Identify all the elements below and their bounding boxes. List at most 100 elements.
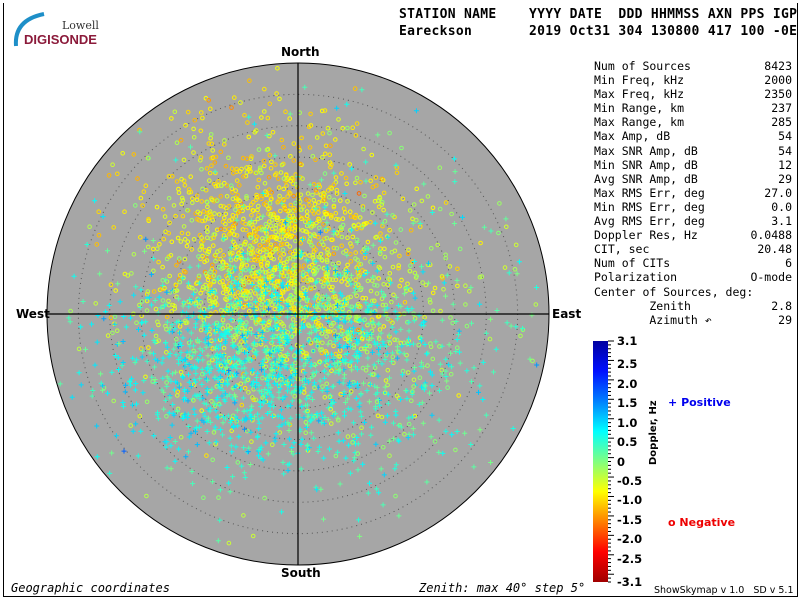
data-point-positive xyxy=(206,322,212,328)
data-point-negative xyxy=(182,318,188,324)
data-point-negative xyxy=(237,183,242,188)
data-point-negative xyxy=(324,381,330,387)
data-point-positive xyxy=(101,316,107,322)
data-point-negative xyxy=(328,306,334,311)
data-point-positive xyxy=(92,198,98,204)
data-point-positive xyxy=(308,430,314,436)
data-point-positive xyxy=(213,439,219,445)
data-point-negative xyxy=(338,198,343,203)
data-point-positive xyxy=(197,391,203,397)
data-point-positive xyxy=(371,339,377,345)
data-point-positive xyxy=(427,369,433,375)
data-point-positive xyxy=(158,305,164,311)
data-point-positive xyxy=(231,423,237,429)
data-point-positive xyxy=(331,228,337,234)
data-point-negative xyxy=(250,533,256,539)
data-point-positive xyxy=(332,369,338,375)
data-point-positive xyxy=(231,371,237,377)
data-point-negative xyxy=(229,183,234,188)
data-point-positive xyxy=(396,303,401,308)
data-point-negative xyxy=(192,117,197,123)
data-point-positive xyxy=(212,330,218,336)
data-point-positive xyxy=(319,388,325,394)
data-point-negative xyxy=(243,227,249,233)
data-point-positive xyxy=(215,327,221,333)
data-point-negative xyxy=(331,197,337,203)
data-point-negative xyxy=(382,390,388,396)
data-point-negative xyxy=(281,186,287,192)
data-point-negative xyxy=(251,264,256,270)
data-point-negative xyxy=(274,217,280,223)
data-point-positive xyxy=(164,439,170,445)
data-point-negative xyxy=(359,286,364,291)
data-point-positive xyxy=(215,394,221,400)
data-point-negative xyxy=(283,109,288,114)
data-point-negative xyxy=(358,179,363,185)
data-point-negative xyxy=(235,460,241,465)
data-point-positive xyxy=(316,336,322,342)
data-point-positive xyxy=(225,268,231,274)
data-point-negative xyxy=(399,277,404,283)
data-point-positive xyxy=(166,354,172,360)
data-point-negative xyxy=(374,399,380,405)
data-point-positive xyxy=(375,373,381,379)
data-point-negative xyxy=(380,177,386,183)
data-point-positive xyxy=(315,184,320,189)
data-point-positive xyxy=(263,291,269,297)
data-point-positive xyxy=(286,461,292,467)
data-point-negative xyxy=(259,227,265,233)
data-point-positive xyxy=(313,293,319,299)
data-point-positive xyxy=(262,371,267,377)
data-point-negative xyxy=(238,272,243,278)
data-point-positive xyxy=(529,312,535,318)
stat-row: Azimuth ↶ 29 xyxy=(594,313,792,327)
data-point-positive xyxy=(256,420,262,426)
data-point-negative xyxy=(333,175,339,180)
data-point-negative xyxy=(409,398,414,404)
data-point-positive xyxy=(356,517,362,523)
data-point-positive xyxy=(236,348,242,354)
data-point-positive xyxy=(202,413,208,419)
colorbar-label: Doppler, Hz xyxy=(648,400,659,465)
data-point-positive xyxy=(262,349,268,355)
data-point-negative xyxy=(253,197,259,203)
data-point-negative xyxy=(339,171,344,176)
data-point-positive xyxy=(206,440,212,446)
data-point-positive xyxy=(288,403,294,409)
data-point-negative xyxy=(280,241,286,247)
data-point-negative xyxy=(251,348,257,353)
data-point-negative xyxy=(292,353,297,358)
data-point-positive xyxy=(133,381,139,386)
data-point-positive xyxy=(170,402,176,408)
data-point-positive xyxy=(291,366,297,372)
data-point-positive xyxy=(316,418,322,424)
data-point-negative xyxy=(287,116,293,121)
data-point-positive xyxy=(171,412,177,418)
data-point-negative xyxy=(189,218,195,223)
data-point-negative xyxy=(229,166,235,171)
data-point-negative xyxy=(191,398,196,403)
data-point-positive xyxy=(311,382,317,388)
data-point-negative xyxy=(255,184,261,190)
data-point-positive xyxy=(399,343,405,349)
data-point-negative xyxy=(254,192,259,198)
data-point-positive xyxy=(358,413,364,419)
data-point-negative xyxy=(249,439,254,444)
data-point-negative xyxy=(396,263,402,268)
data-point-positive xyxy=(205,377,211,383)
data-point-negative xyxy=(218,226,224,232)
data-point-negative xyxy=(196,254,201,259)
data-point-negative xyxy=(166,298,171,304)
stat-row: Min RMS Err, deg 0.0 xyxy=(594,200,792,214)
data-point-positive xyxy=(303,396,309,402)
data-point-negative xyxy=(167,273,172,279)
data-point-negative xyxy=(277,256,283,261)
data-point-negative xyxy=(248,235,253,240)
data-point-negative xyxy=(254,277,259,282)
data-point-positive xyxy=(327,364,333,370)
data-point-positive xyxy=(357,533,363,539)
data-point-positive xyxy=(386,438,392,444)
data-point-negative xyxy=(197,304,202,309)
data-point-negative xyxy=(316,234,321,240)
data-point-negative xyxy=(437,206,443,212)
